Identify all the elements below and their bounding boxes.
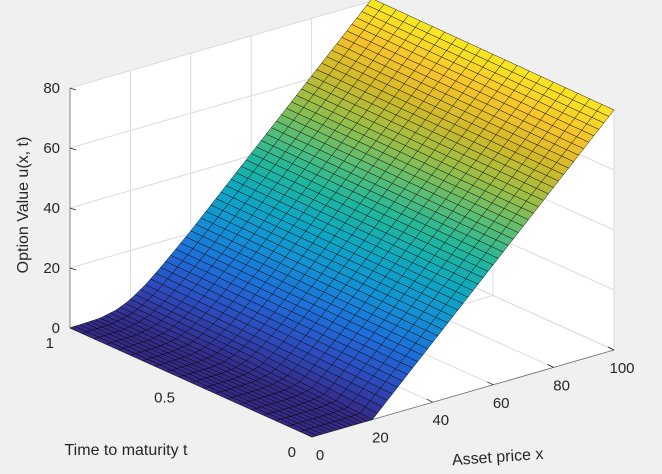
tick-mark	[305, 433, 313, 438]
tick-mark	[69, 207, 77, 211]
z-tick-label: 60	[43, 140, 60, 157]
x-tick-label: 100	[609, 360, 634, 377]
tick-mark	[69, 267, 77, 271]
y-tick-label: 0	[288, 444, 296, 461]
x-axis-line	[311, 349, 615, 438]
tick-mark	[69, 147, 77, 151]
y-tick-label: 0.5	[154, 390, 175, 407]
surface-mesh	[69, 0, 615, 438]
y-axis-label: Time to maturity t	[65, 442, 189, 459]
tick-mark	[69, 87, 77, 91]
tick-mark	[69, 327, 77, 331]
tick-mark	[190, 380, 198, 383]
z-tick-label: 40	[43, 200, 60, 217]
x-axis-label: Asset price x	[451, 446, 544, 469]
z-tick-label: 80	[43, 80, 60, 97]
x-tick-label: 40	[432, 412, 449, 429]
grid-line	[69, 0, 373, 89]
surface-patch	[596, 104, 615, 117]
z-tick-label: 0	[52, 320, 60, 337]
x-tick-label: 20	[372, 430, 389, 447]
tick-mark	[69, 325, 77, 329]
y-tick-label: 1	[46, 335, 54, 352]
tick-mark	[426, 398, 433, 403]
z-tick-label: 20	[43, 260, 60, 277]
x-tick-label: 80	[553, 377, 570, 394]
x-tick-label: 60	[493, 395, 510, 412]
tick-mark	[547, 364, 554, 368]
tick-mark	[311, 434, 319, 438]
z-axis-label: Option Value u(x, t)	[15, 137, 32, 274]
tick-mark	[366, 416, 373, 420]
tick-mark	[607, 346, 615, 351]
x-tick-label: 0	[316, 447, 324, 464]
tick-mark	[487, 381, 494, 386]
